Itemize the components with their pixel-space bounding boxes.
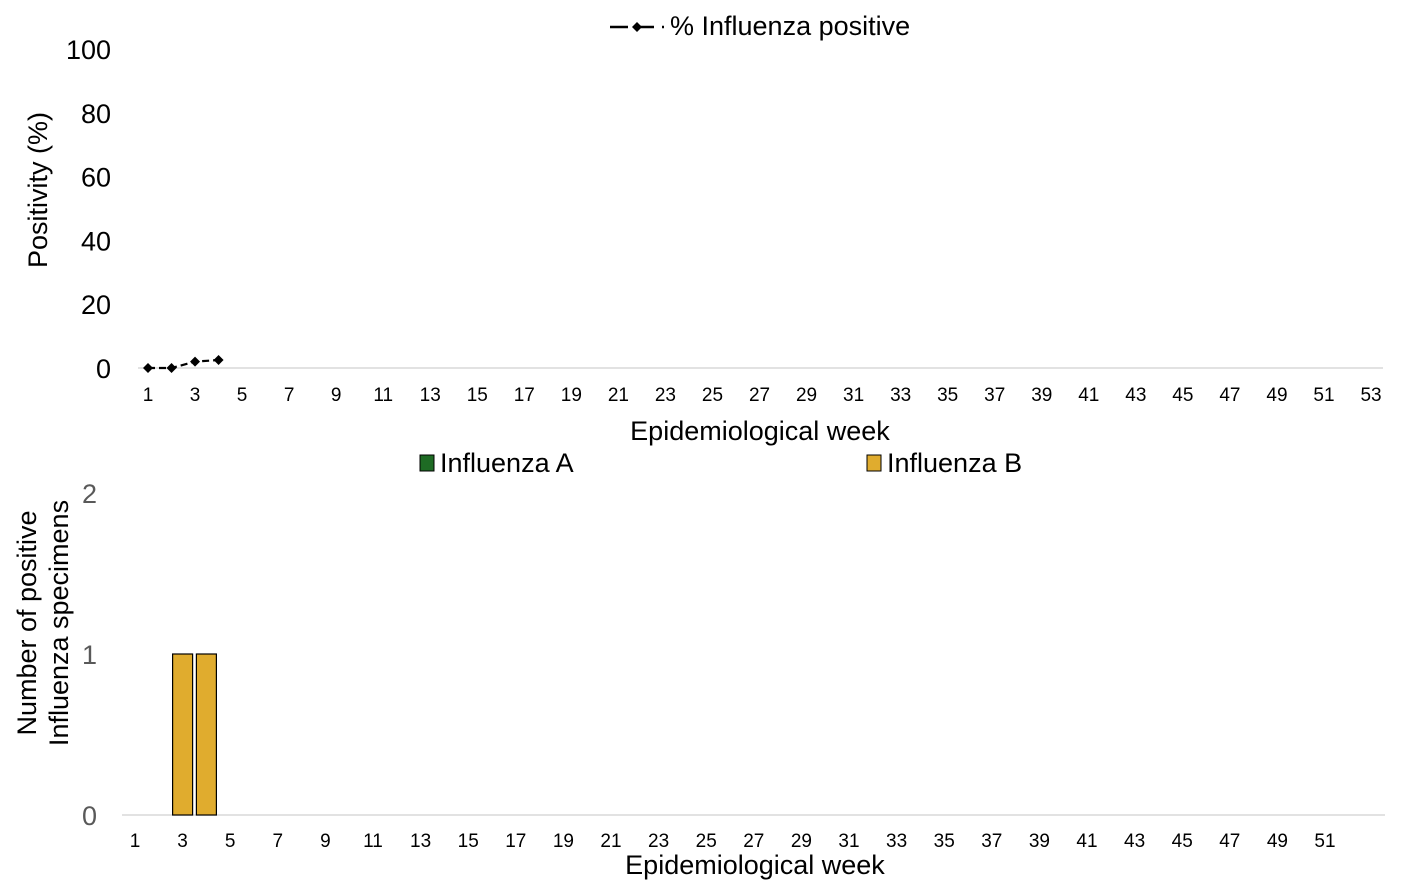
bottom-x-tick-13: 13 xyxy=(410,831,431,852)
top-x-tick-47: 47 xyxy=(1219,385,1240,406)
top-y-tick-0: 0 xyxy=(96,354,111,384)
top-x-tick-11: 11 xyxy=(373,385,393,406)
legend-label-influenza-a: Influenza A xyxy=(440,448,574,478)
top-y-axis-title: Positivity (%) xyxy=(23,112,53,268)
bar-influenza-b-week-4 xyxy=(195,653,217,816)
top-x-tick-19: 19 xyxy=(561,385,582,406)
legend-swatch-influenza-b xyxy=(866,454,882,472)
top-y-tick-80: 80 xyxy=(81,99,111,129)
top-y-tick-labels: 0 20 40 60 80 100 xyxy=(66,35,111,384)
legend-label-influenza-b: Influenza B xyxy=(887,448,1022,478)
top-x-tick-39: 39 xyxy=(1031,385,1052,406)
bottom-x-tick-17: 17 xyxy=(505,831,526,852)
top-x-tick-25: 25 xyxy=(702,385,723,406)
bottom-x-tick-21: 21 xyxy=(600,831,621,852)
bottom-x-tick-39: 39 xyxy=(1029,831,1050,852)
top-x-tick-23: 23 xyxy=(655,385,676,406)
bottom-x-tick-labels: 1 3 5 7 9 11 13 15 17 19 21 23 25 27 29 31 33 35 37 39 41 43 4… xyxy=(130,831,1336,852)
bottom-y-tick-0: 0 xyxy=(82,801,97,831)
top-point-week-2 xyxy=(166,363,177,373)
top-series-group xyxy=(143,355,224,373)
top-x-tick-9: 9 xyxy=(331,385,342,406)
top-y-tick-100: 100 xyxy=(66,35,111,65)
bottom-x-tick-7: 7 xyxy=(273,831,284,852)
bottom-x-axis-title: Epidemiological week xyxy=(625,850,885,880)
top-x-tick-51: 51 xyxy=(1313,385,1334,406)
bottom-x-tick-47: 47 xyxy=(1219,831,1240,852)
bottom-x-tick-23: 23 xyxy=(648,831,669,852)
top-series-line xyxy=(148,358,219,370)
bar-influenza-b-week-3 xyxy=(172,653,194,816)
top-y-tick-60: 60 xyxy=(81,163,111,193)
top-x-axis-title: Epidemiological week xyxy=(630,416,890,446)
bottom-x-tick-27: 27 xyxy=(743,831,764,852)
top-x-tick-29: 29 xyxy=(796,385,817,406)
bottom-x-tick-29: 29 xyxy=(791,831,812,852)
bottom-x-tick-43: 43 xyxy=(1124,831,1145,852)
top-point-week-4 xyxy=(213,355,224,366)
top-x-tick-53: 53 xyxy=(1360,385,1381,406)
bottom-x-tick-45: 45 xyxy=(1172,831,1193,852)
bottom-x-tick-37: 37 xyxy=(981,831,1002,852)
bottom-x-tick-19: 19 xyxy=(553,831,574,852)
bottom-y-axis-title-line2: Influenza specimens xyxy=(44,500,74,746)
bottom-x-tick-49: 49 xyxy=(1267,831,1288,852)
bottom-x-tick-5: 5 xyxy=(225,831,236,852)
top-x-tick-15: 15 xyxy=(467,385,488,406)
top-x-tick-17: 17 xyxy=(514,385,535,406)
top-x-tick-3: 3 xyxy=(190,385,201,406)
bottom-x-tick-3: 3 xyxy=(177,831,188,852)
top-x-tick-37: 37 xyxy=(984,385,1005,406)
bottom-y-tick-1: 1 xyxy=(82,640,97,670)
bottom-x-tick-35: 35 xyxy=(934,831,955,852)
top-y-tick-40: 40 xyxy=(81,226,111,256)
top-x-tick-13: 13 xyxy=(420,385,441,406)
top-x-tick-5: 5 xyxy=(237,385,248,406)
bottom-x-tick-1: 1 xyxy=(130,831,141,852)
bottom-legend: Influenza A Influenza B xyxy=(419,448,1022,478)
bottom-x-tick-33: 33 xyxy=(886,831,907,852)
top-x-tick-1: 1 xyxy=(143,385,154,406)
legend-swatch-influenza-a xyxy=(419,454,435,472)
bottom-x-tick-11: 11 xyxy=(363,831,383,852)
top-x-tick-7: 7 xyxy=(284,385,295,406)
bottom-x-tick-41: 41 xyxy=(1076,831,1097,852)
top-x-tick-35: 35 xyxy=(937,385,958,406)
top-x-tick-21: 21 xyxy=(608,385,629,406)
top-point-week-3 xyxy=(190,356,201,367)
bottom-x-tick-25: 25 xyxy=(696,831,717,852)
bottom-bars-group xyxy=(172,653,217,816)
top-x-tick-27: 27 xyxy=(749,385,770,406)
bottom-y-tick-labels: 0 1 2 xyxy=(82,479,97,831)
bottom-x-tick-15: 15 xyxy=(458,831,479,852)
top-x-tick-31: 31 xyxy=(843,385,864,406)
top-legend: % Influenza positive xyxy=(610,11,910,41)
top-x-tick-45: 45 xyxy=(1172,385,1193,406)
top-x-tick-33: 33 xyxy=(890,385,911,406)
bottom-y-axis-title-line1: Number of positive xyxy=(12,510,42,735)
bottom-x-tick-51: 51 xyxy=(1314,831,1335,852)
bottom-x-tick-9: 9 xyxy=(320,831,331,852)
top-x-tick-43: 43 xyxy=(1125,385,1146,406)
bottom-x-tick-31: 31 xyxy=(838,831,859,852)
top-point-week-1 xyxy=(143,363,153,373)
bottom-y-tick-2: 2 xyxy=(82,479,97,509)
top-legend-marker-swatch xyxy=(632,22,642,32)
top-x-tick-49: 49 xyxy=(1266,385,1287,406)
top-y-tick-20: 20 xyxy=(81,290,111,320)
top-x-tick-41: 41 xyxy=(1078,385,1099,406)
top-x-tick-labels: 1 3 5 7 9 11 13 15 17 19 21 23 25 27 29 31 33 35 37 39 41 43 4… xyxy=(143,385,1382,406)
specimens-chart: 012 1 3 5 7 9 11 13 15 17 19 21 23 25 27 29 31 33 35 37 39 4… xyxy=(12,448,1385,880)
top-legend-label: % Influenza positive xyxy=(670,11,910,41)
